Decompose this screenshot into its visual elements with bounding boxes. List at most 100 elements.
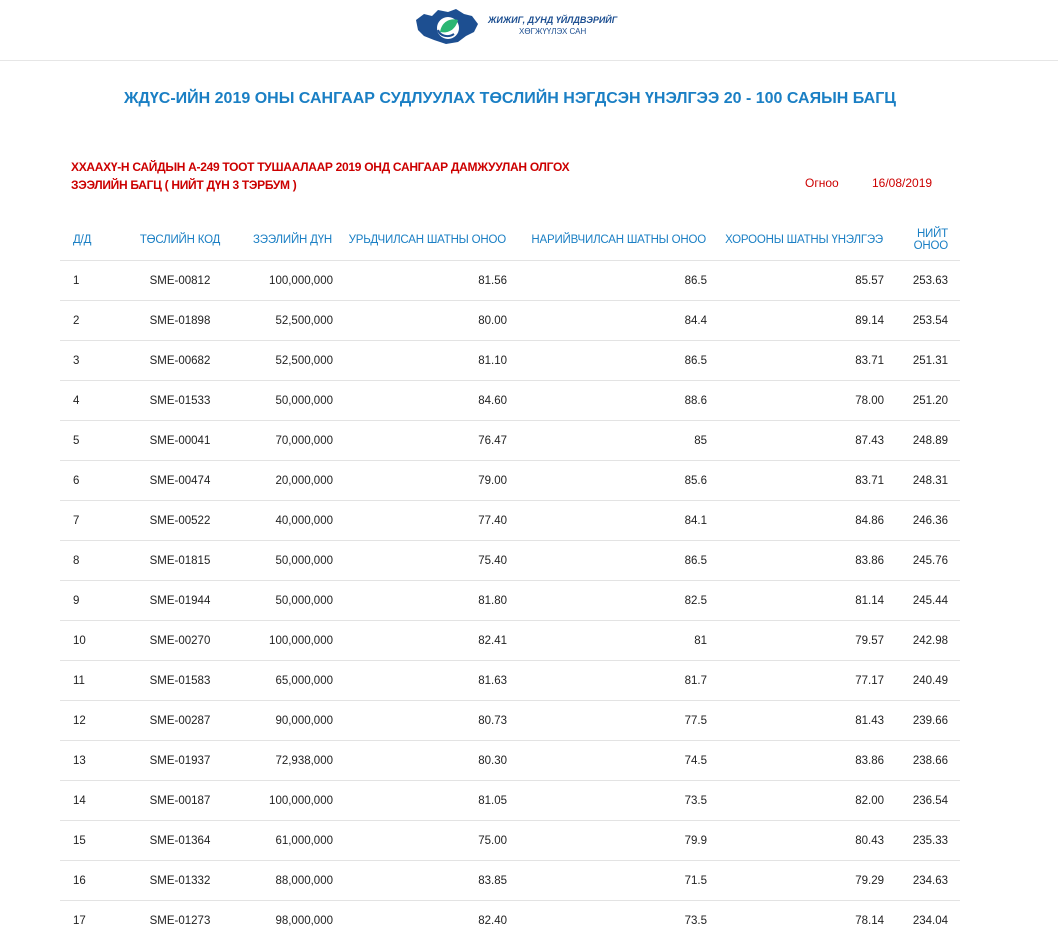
committee-score-cell: 79.29 (707, 861, 884, 901)
committee-score-cell: 81.43 (707, 701, 884, 741)
committee-score-cell: 89.14 (707, 301, 884, 341)
loan-amount-cell: 50,000,000 (241, 541, 333, 581)
total-score-cell: 246.36 (884, 501, 960, 541)
preliminary-score-cell: 82.41 (333, 621, 507, 661)
total-score-cell: 251.31 (884, 341, 960, 381)
detailed-score-cell: 86.5 (507, 541, 707, 581)
loan-amount-cell: 20,000,000 (241, 461, 333, 501)
preliminary-score-cell: 77.40 (333, 501, 507, 541)
row-number-cell: 5 (60, 421, 119, 461)
row-number-cell: 4 (60, 381, 119, 421)
total-score-cell: 236.54 (884, 781, 960, 821)
detailed-score-cell: 86.5 (507, 341, 707, 381)
committee-score-cell: 82.00 (707, 781, 884, 821)
preliminary-score-cell: 81.05 (333, 781, 507, 821)
column-header-project-code: ТӨСЛИЙН КОД (119, 219, 241, 261)
row-number-cell: 15 (60, 821, 119, 861)
row-number-cell: 12 (60, 701, 119, 741)
row-number-cell: 8 (60, 541, 119, 581)
preliminary-score-cell: 83.85 (333, 861, 507, 901)
total-score-cell: 239.66 (884, 701, 960, 741)
loan-amount-cell: 52,500,000 (241, 341, 333, 381)
detailed-score-cell: 86.5 (507, 261, 707, 301)
detailed-score-cell: 85 (507, 421, 707, 461)
committee-score-cell: 79.57 (707, 621, 884, 661)
project-code-cell: SME-01937 (119, 741, 241, 781)
preliminary-score-cell: 76.47 (333, 421, 507, 461)
row-number-cell: 13 (60, 741, 119, 781)
preliminary-score-cell: 80.73 (333, 701, 507, 741)
loan-amount-cell: 61,000,000 (241, 821, 333, 861)
preliminary-score-cell: 82.40 (333, 901, 507, 940)
logo[interactable]: ЖИЖИГ, ДУНД ҮЙЛДВЭРИЙГ ХӨГЖҮҮЛЭХ САН (412, 6, 617, 46)
logo-map-icon (412, 6, 484, 46)
project-code-cell: SME-00812 (119, 261, 241, 301)
detailed-score-cell: 73.5 (507, 781, 707, 821)
row-number-cell: 14 (60, 781, 119, 821)
loan-amount-cell: 50,000,000 (241, 381, 333, 421)
loan-amount-cell: 40,000,000 (241, 501, 333, 541)
preliminary-score-cell: 81.80 (333, 581, 507, 621)
project-code-cell: SME-00187 (119, 781, 241, 821)
loan-amount-cell: 98,000,000 (241, 901, 333, 940)
detailed-score-cell: 79.9 (507, 821, 707, 861)
detailed-score-cell: 71.5 (507, 861, 707, 901)
project-code-cell: SME-01273 (119, 901, 241, 940)
detailed-score-cell: 81 (507, 621, 707, 661)
detailed-score-cell: 84.1 (507, 501, 707, 541)
committee-score-cell: 84.86 (707, 501, 884, 541)
row-number-cell: 1 (60, 261, 119, 301)
preliminary-score-cell: 81.63 (333, 661, 507, 701)
project-code-cell: SME-01364 (119, 821, 241, 861)
loan-amount-cell: 90,000,000 (241, 701, 333, 741)
detailed-score-cell: 81.7 (507, 661, 707, 701)
row-number-cell: 17 (60, 901, 119, 940)
project-code-cell: SME-01898 (119, 301, 241, 341)
total-score-cell: 235.33 (884, 821, 960, 861)
site-header: ЖИЖИГ, ДУНД ҮЙЛДВЭРИЙГ ХӨГЖҮҮЛЭХ САН (0, 0, 1058, 61)
total-score-cell: 238.66 (884, 741, 960, 781)
loan-amount-cell: 50,000,000 (241, 581, 333, 621)
loan-amount-cell: 100,000,000 (241, 261, 333, 301)
subtitle-line2: ЗЭЭЛИЙН БАГЦ ( НИЙТ ДҮН 3 ТЭРБУМ ) (71, 176, 569, 194)
committee-score-cell: 80.43 (707, 821, 884, 861)
project-code-cell: SME-01332 (119, 861, 241, 901)
committee-score-cell: 83.71 (707, 461, 884, 501)
project-code-cell: SME-00270 (119, 621, 241, 661)
loan-amount-cell: 88,000,000 (241, 861, 333, 901)
loan-amount-cell: 65,000,000 (241, 661, 333, 701)
committee-score-cell: 83.86 (707, 741, 884, 781)
preliminary-score-cell: 84.60 (333, 381, 507, 421)
total-score-cell: 234.63 (884, 861, 960, 901)
preliminary-score-cell: 79.00 (333, 461, 507, 501)
committee-score-cell: 78.14 (707, 901, 884, 940)
preliminary-score-cell: 81.10 (333, 341, 507, 381)
total-score-cell: 253.63 (884, 261, 960, 301)
column-header-total-score: НИЙТ ОНОО (884, 219, 960, 261)
total-score-cell: 242.98 (884, 621, 960, 661)
total-score-cell: 240.49 (884, 661, 960, 701)
loan-amount-cell: 100,000,000 (241, 621, 333, 661)
loan-amount-cell: 52,500,000 (241, 301, 333, 341)
preliminary-score-cell: 75.00 (333, 821, 507, 861)
preliminary-score-cell: 80.30 (333, 741, 507, 781)
column-header-preliminary-score: УРЬДЧИЛСАН ШАТНЫ ОНОО (333, 219, 507, 261)
column-header-loan-amount: ЗЭЭЛИЙН ДҮН (241, 219, 333, 261)
row-number-cell: 9 (60, 581, 119, 621)
page-title: ЖДҮС-ИЙН 2019 ОНЫ САНГААР СУДЛУУЛАХ ТӨСЛ… (0, 90, 1020, 108)
total-score-cell: 248.89 (884, 421, 960, 461)
